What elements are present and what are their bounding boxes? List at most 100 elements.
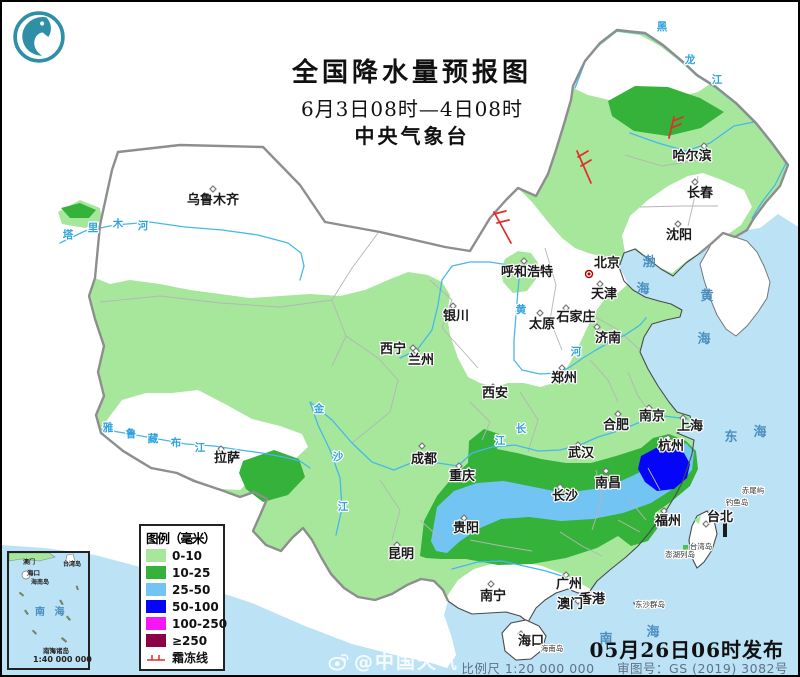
city-label: 银川 [443,308,469,324]
sea-label: 海 [646,624,659,640]
city-label: 台北 [707,509,733,525]
city-label: 澳门 [557,596,583,612]
city-dot [602,467,610,475]
city-label: 南昌 [595,475,621,491]
city-label: 成都 [411,451,437,467]
city-dot [562,571,570,579]
city-dot [449,302,457,310]
cma-logo [12,10,66,68]
city-dot [691,178,699,186]
approval-number: 审图号：GS (2019) 3082号 [617,661,788,676]
legend-rows: 0-10 10-25 25-50 50-100 100-250 ≥250 [146,547,227,649]
weibo-icon [328,653,349,671]
inset-macau-label: 澳门 [23,559,36,566]
taipei-marker-bar [723,522,727,537]
city-label: 广州 [556,576,582,592]
city-label: 武汉 [568,445,595,461]
city-label: 济南 [595,330,621,346]
city-label: 海口 [518,633,544,649]
city-dot [674,220,682,228]
city-label: 长沙 [552,488,578,504]
legend-range-label: 10-25 [172,565,211,580]
legend-range-label: 50-100 [172,599,219,614]
islands [501,490,747,661]
city-label: 贵阳 [453,520,479,536]
city-dot [209,185,217,193]
city-label: 沈阳 [666,227,692,243]
city-dot [217,445,225,453]
city-label: 西宁 [380,341,406,357]
river-label: 江 [712,73,723,86]
legend-range-label: 25-50 [172,582,211,597]
city-dot [536,309,544,317]
taiwan-island [688,510,718,569]
river-label: 藏 [148,432,159,445]
city-dot [679,414,687,422]
river-label: 黑 [657,21,668,33]
river-label: 河 [138,220,149,232]
river-label: 江 [195,441,206,454]
city-dot [412,347,420,355]
city-label: 福州 [654,513,681,529]
taiwan-north-green [694,515,701,524]
legend-box: 图例（毫米） 0-10 10-25 25-50 50-100 100-250 ≥250 霜… [139,524,227,671]
river-label: 沙 [333,451,344,463]
city-dot [596,280,604,288]
inset-graphics [9,553,79,653]
sea-label: 海 [753,424,766,440]
coastline [447,248,701,623]
river-label: 布 [171,436,182,449]
legend-range-label: 100-250 [172,616,228,631]
city-dot [700,142,708,150]
sea-label: 海 [697,331,710,347]
city-dot [460,514,468,522]
river-label: 黄 [516,303,527,316]
city-label: 昆明 [388,546,414,562]
river-label: 江 [495,434,506,447]
city-dot [614,410,622,418]
city-label: 长春 [687,185,714,201]
city-dot [585,590,593,598]
sea-label: 黄 [700,288,713,304]
korea-landmass [699,232,771,337]
city-dots [209,142,710,638]
province-borders [99,154,718,557]
river-label: 雅 [103,421,114,434]
legend-item: 0-10 [146,547,220,564]
river-label: 里 [88,222,99,234]
frost-lines [493,116,684,244]
legend-swatch [146,617,166,630]
city-dot [593,323,601,331]
no-precip-areas [95,32,752,622]
city-label: 杭州 [658,438,684,454]
sea-label: 南 [599,631,612,647]
city-dot [517,630,525,638]
watermark-text: @中国天气 [354,651,460,673]
legend-item: 50-100 [146,598,220,615]
river-label: 木 [112,217,124,230]
city-dot [660,507,668,515]
tiny-label: 赤尾屿 [742,486,765,495]
tiny-label: 钓鱼岛 [726,497,749,507]
frost-line-symbol [147,654,165,661]
tiny-label: 台湾岛 [690,541,713,551]
city-dot [562,304,570,312]
city-dot [487,580,495,588]
hainan-island [501,619,547,661]
river-label: 长 [516,422,527,435]
legend-swatch [146,600,166,613]
river-label: 江 [338,500,349,513]
river-label: 河 [571,346,582,358]
city-label: 西安 [482,385,508,401]
city-label: 乌鲁木齐 [187,192,240,208]
city-dot [393,541,401,549]
city-dot [574,597,582,605]
city-label: 石家庄 [555,309,595,325]
city-dot [520,257,528,265]
city-dot [489,383,497,391]
legend-frost-row: 霜冻线 [146,649,220,666]
city-dot [455,462,463,470]
issue-time: 05月26日06时发布 [589,638,784,662]
city-label: 南宁 [480,588,506,604]
